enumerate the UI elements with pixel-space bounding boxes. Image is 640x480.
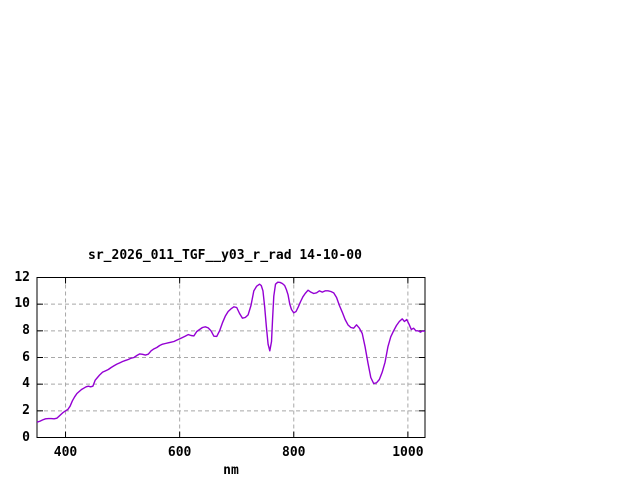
plot-border (36, 277, 426, 438)
chart-title: sr_2026_011_TGF__y03_r_rad 14-10-00 (88, 248, 362, 263)
y-tick-label: 12 (14, 269, 30, 285)
y-tick-label: 4 (22, 376, 30, 392)
x-tick-label: 800 (282, 445, 306, 460)
x-axis-label: nm (223, 463, 239, 478)
y-tick-label: 10 (14, 296, 30, 312)
y-tick-label: 6 (22, 349, 30, 365)
y-tick-label: 0 (22, 429, 30, 445)
spectrum-curve (36, 281, 426, 423)
y-tick-label: 8 (22, 322, 30, 338)
y-tick-label: 2 (22, 402, 30, 418)
x-tick-label: 1000 (392, 445, 424, 460)
x-tick-label: 600 (167, 445, 192, 460)
x-tick-label: 400 (53, 445, 78, 460)
